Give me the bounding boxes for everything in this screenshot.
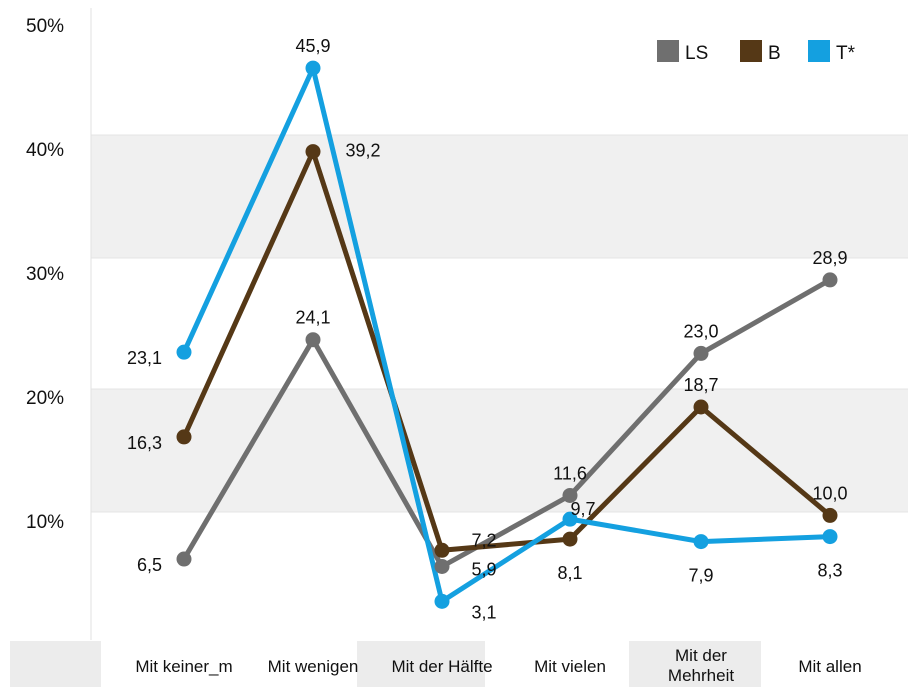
data-label: 16,3 [127,433,162,453]
data-point-ls [562,487,578,503]
series-line-ls [181,277,833,569]
x-tick-label: Mit keiner_m [135,657,232,676]
legend-label: LS [685,43,708,64]
data-label: 9,7 [570,499,595,519]
data-point-ls [822,272,838,288]
data-point-ls [693,345,709,361]
data-label: 45,9 [295,36,330,56]
data-point-b [693,399,709,415]
y-tick-label: 40% [26,140,64,161]
data-point-b [562,531,578,547]
data-point-ls [305,332,321,348]
x-tick-label: Mit der Mehrheit [668,646,734,685]
legend-swatch [657,40,679,62]
data-point-b [305,144,321,160]
legend-label: B [768,43,781,64]
data-point-tstar [434,593,450,609]
data-point-ls [434,558,450,574]
data-point-tstar [176,344,192,360]
x-axis-cell [357,641,485,687]
data-point-tstar [562,511,578,527]
legend-swatch [808,40,830,62]
data-point-tstar [693,534,709,550]
legend: LS B T* [657,40,856,64]
data-label: 28,9 [812,248,847,268]
data-label: 23,0 [683,321,718,341]
x-axis-cell [229,641,357,687]
series-line-tstar [181,65,833,604]
x-axis-cell [761,641,906,687]
series-lines [181,65,833,604]
data-label: 8,1 [557,563,582,583]
y-tick-label: 10% [26,512,64,533]
data-label: 7,2 [471,530,496,550]
band-shade [91,389,908,512]
data-point-tstar [305,60,321,76]
data-label: 23,1 [127,348,162,368]
data-label: 5,9 [471,559,496,579]
y-tick-label: 50% [26,16,64,37]
x-axis-labels: Mit keiner_m Mit wenigen Mit der Hälfte Mit… [135,646,861,685]
series-points [176,60,838,609]
y-axis-ticks: 50% 40% 30% 20% 10% [26,16,64,533]
data-label: 7,9 [688,566,713,586]
data-label: 11,6 [553,463,587,483]
data-point-b [176,429,192,445]
x-tick-label: Mit der Hälfte [391,657,492,676]
x-axis-cell [101,641,229,687]
x-axis-cell [10,641,101,687]
data-point-b [434,542,450,558]
data-label: 24,1 [295,308,330,328]
data-label: 8,3 [817,561,842,581]
legend-swatch [740,40,762,62]
data-label: 10,0 [812,483,847,503]
data-point-ls [176,551,192,567]
data-label: 3,1 [471,602,496,622]
x-tick-label: Mit allen [798,657,861,676]
y-tick-label: 30% [26,264,64,285]
data-labels: 6,5 24,1 5,9 11,6 23,0 28,9 16,3 39,2 7,2 8,1 18,7… [127,36,848,622]
data-label: 6,5 [137,555,162,575]
data-point-tstar [822,529,838,545]
data-label: 39,2 [345,141,380,161]
band-shade [91,135,908,258]
data-point-b [822,507,838,523]
x-axis-cell [629,641,761,687]
x-tick-label: Mit vielen [534,657,606,676]
legend-label: T* [836,43,856,64]
data-label: 18,7 [683,375,718,395]
series-line-b [181,149,833,553]
y-tick-label: 20% [26,388,64,409]
x-axis-cell [485,641,629,687]
x-tick-label: Mit wenigen [268,657,359,676]
